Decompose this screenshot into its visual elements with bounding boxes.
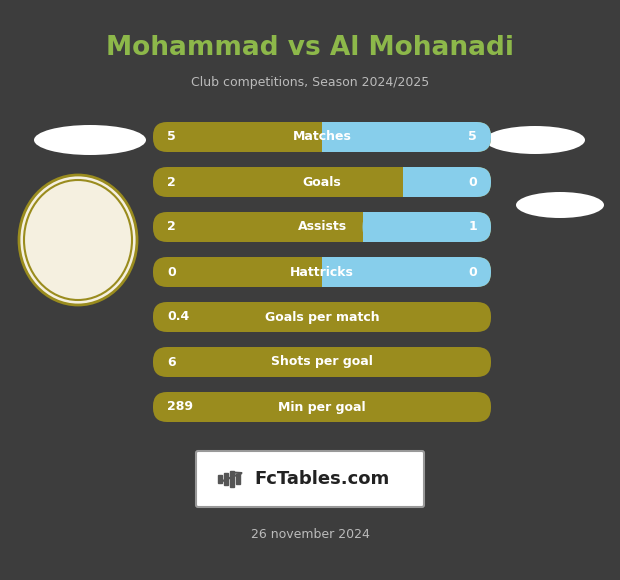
FancyBboxPatch shape xyxy=(153,302,491,332)
FancyBboxPatch shape xyxy=(153,392,491,422)
Text: Goals per match: Goals per match xyxy=(265,310,379,324)
FancyBboxPatch shape xyxy=(363,212,491,242)
FancyBboxPatch shape xyxy=(322,122,336,152)
FancyBboxPatch shape xyxy=(363,212,376,242)
FancyBboxPatch shape xyxy=(153,167,491,197)
FancyBboxPatch shape xyxy=(403,167,417,197)
Text: Min per goal: Min per goal xyxy=(278,401,366,414)
Text: Shots per goal: Shots per goal xyxy=(271,356,373,368)
Text: Hattricks: Hattricks xyxy=(290,266,354,278)
FancyBboxPatch shape xyxy=(153,212,491,242)
Text: 0.4: 0.4 xyxy=(167,310,189,324)
Text: Club competitions, Season 2024/2025: Club competitions, Season 2024/2025 xyxy=(191,76,429,89)
Text: 289: 289 xyxy=(167,401,193,414)
FancyBboxPatch shape xyxy=(196,451,424,507)
Text: 0: 0 xyxy=(167,266,175,278)
Bar xyxy=(224,473,228,485)
Text: 26 november 2024: 26 november 2024 xyxy=(250,528,370,542)
Ellipse shape xyxy=(19,175,137,305)
Text: 1: 1 xyxy=(468,220,477,234)
FancyBboxPatch shape xyxy=(153,347,491,377)
Bar xyxy=(236,474,240,484)
Text: 2: 2 xyxy=(167,220,175,234)
Text: Goals: Goals xyxy=(303,176,342,189)
Text: Matches: Matches xyxy=(293,130,352,143)
Ellipse shape xyxy=(34,125,146,155)
Text: Mohammad vs Al Mohanadi: Mohammad vs Al Mohanadi xyxy=(106,35,514,61)
Ellipse shape xyxy=(516,192,604,218)
Text: 0: 0 xyxy=(468,176,477,189)
Text: Assists: Assists xyxy=(298,220,347,234)
Bar xyxy=(218,475,222,483)
FancyBboxPatch shape xyxy=(403,167,491,197)
Text: 6: 6 xyxy=(167,356,175,368)
Text: 5: 5 xyxy=(468,130,477,143)
Ellipse shape xyxy=(485,126,585,154)
Bar xyxy=(230,471,234,487)
Text: FcTables.com: FcTables.com xyxy=(254,470,389,488)
FancyBboxPatch shape xyxy=(322,257,491,287)
FancyBboxPatch shape xyxy=(153,122,491,152)
Text: 0: 0 xyxy=(468,266,477,278)
FancyBboxPatch shape xyxy=(322,122,491,152)
FancyBboxPatch shape xyxy=(153,257,491,287)
Text: 5: 5 xyxy=(167,130,175,143)
FancyBboxPatch shape xyxy=(322,257,336,287)
Text: 2: 2 xyxy=(167,176,175,189)
